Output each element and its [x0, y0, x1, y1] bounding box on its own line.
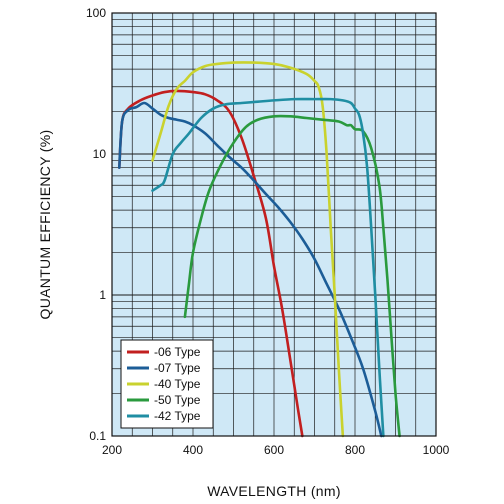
legend: -06 Type -07 Type -40 Type -50 Type -42 Type	[120, 339, 214, 429]
x-tick-label: 200	[102, 443, 122, 457]
x-tick-label: 800	[345, 443, 365, 457]
y-tick-label: 1	[99, 288, 106, 302]
series-line-06type	[117, 89, 304, 438]
x-axis-label: WAVELENGTH (nm)	[207, 483, 341, 499]
legend-label: -50 Type	[154, 393, 201, 407]
series-line-42type	[151, 97, 385, 438]
legend-label: -40 Type	[154, 377, 201, 391]
y-tick-label: 10	[93, 147, 107, 161]
legend-label: -06 Type	[154, 345, 201, 359]
x-tick-label: 1000	[423, 443, 450, 457]
legend-label: -42 Type	[154, 409, 201, 423]
y-tick-label: 0.1	[89, 429, 106, 443]
plot-frame	[111, 12, 437, 437]
tick-labels: 200 400 600 800 1000 0.1 1 10 100	[86, 6, 450, 457]
series-line-40type	[151, 61, 345, 438]
series-line-50type	[183, 114, 401, 438]
y-tick-label: 100	[86, 6, 106, 20]
legend-label: -07 Type	[154, 361, 201, 375]
x-tick-label: 600	[264, 443, 284, 457]
y-axis-label: QUANTUM EFFICIENCY (%)	[37, 130, 53, 320]
grid	[112, 13, 436, 436]
series-layer	[117, 61, 401, 438]
x-tick-label: 400	[183, 443, 203, 457]
